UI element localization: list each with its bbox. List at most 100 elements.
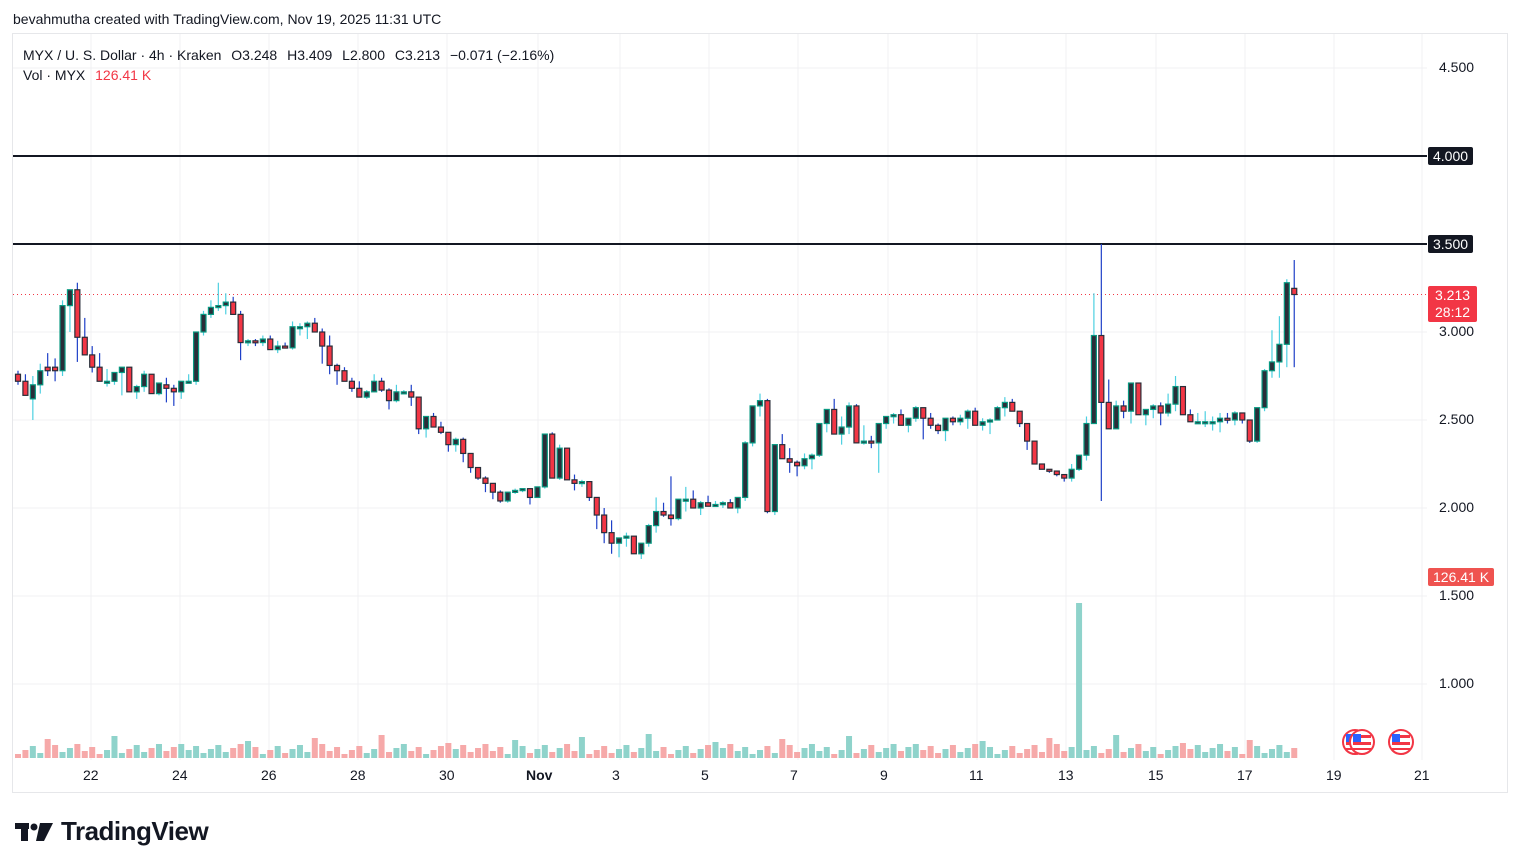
candle-body[interactable] xyxy=(482,477,489,484)
candle-body[interactable] xyxy=(237,313,244,344)
candle-body[interactable] xyxy=(831,408,838,435)
candle-body[interactable] xyxy=(682,498,689,502)
candle-body[interactable] xyxy=(244,340,252,344)
candle-body[interactable] xyxy=(452,438,459,446)
candle-body[interactable] xyxy=(897,414,905,426)
candle-body[interactable] xyxy=(1001,401,1008,409)
candle-body[interactable] xyxy=(816,422,823,456)
candle-body[interactable] xyxy=(111,371,118,382)
candle-body[interactable] xyxy=(526,488,534,499)
candle-body[interactable] xyxy=(883,415,890,425)
candle-body[interactable] xyxy=(512,489,519,493)
candle-body[interactable] xyxy=(764,400,771,513)
candle-body[interactable] xyxy=(1120,405,1127,412)
candle-body[interactable] xyxy=(1075,454,1083,470)
candle-body[interactable] xyxy=(356,387,363,398)
candlestick-chart[interactable] xyxy=(0,0,1521,800)
candle-body[interactable] xyxy=(44,366,51,372)
candle-body[interactable] xyxy=(771,444,778,513)
candle-body[interactable] xyxy=(593,496,600,516)
candle-body[interactable] xyxy=(690,498,697,509)
candle-body[interactable] xyxy=(59,305,66,372)
candle-body[interactable] xyxy=(192,331,200,382)
candle-body[interactable] xyxy=(326,345,333,367)
candle-body[interactable] xyxy=(74,289,81,338)
candle-body[interactable] xyxy=(333,364,341,372)
candle-body[interactable] xyxy=(474,466,482,479)
candle-body[interactable] xyxy=(927,417,934,426)
candle-body[interactable] xyxy=(497,491,504,502)
candle-body[interactable] xyxy=(1172,385,1179,405)
tradingview-logo[interactable]: TradingView xyxy=(15,816,209,847)
candle-body[interactable] xyxy=(793,461,801,467)
candle-body[interactable] xyxy=(1291,287,1298,296)
candle-body[interactable] xyxy=(378,380,385,391)
candle-body[interactable] xyxy=(742,442,749,499)
candle-body[interactable] xyxy=(934,424,942,432)
candle-body[interactable] xyxy=(860,440,867,444)
candle-body[interactable] xyxy=(222,301,229,307)
candle-body[interactable] xyxy=(445,431,452,446)
candle-body[interactable] xyxy=(1098,334,1105,403)
candle-body[interactable] xyxy=(200,313,207,333)
candle-body[interactable] xyxy=(697,502,704,509)
candle-body[interactable] xyxy=(719,502,727,506)
candle-body[interactable] xyxy=(986,419,994,423)
candle-body[interactable] xyxy=(920,407,927,419)
candle-body[interactable] xyxy=(289,326,296,349)
candle-body[interactable] xyxy=(259,338,266,344)
candle-body[interactable] xyxy=(823,408,830,425)
candle-body[interactable] xyxy=(1068,468,1075,479)
candle-body[interactable] xyxy=(504,491,511,502)
candle-body[interactable] xyxy=(734,496,741,509)
candle-body[interactable] xyxy=(534,486,541,499)
candle-body[interactable] xyxy=(942,417,949,432)
candle-body[interactable] xyxy=(957,417,964,423)
candle-body[interactable] xyxy=(311,322,318,333)
candle-body[interactable] xyxy=(1224,417,1231,421)
candle-body[interactable] xyxy=(1164,403,1172,414)
candle-body[interactable] xyxy=(423,415,430,430)
candle-body[interactable] xyxy=(252,340,259,344)
candle-body[interactable] xyxy=(1187,414,1194,423)
candle-body[interactable] xyxy=(230,301,237,315)
candle-body[interactable] xyxy=(749,405,756,444)
candle-body[interactable] xyxy=(675,498,682,520)
candle-body[interactable] xyxy=(1202,421,1209,425)
candle-body[interactable] xyxy=(296,326,304,330)
candle-body[interactable] xyxy=(1254,407,1261,442)
candle-body[interactable] xyxy=(1231,412,1238,421)
symbol-title[interactable]: MYX / U. S. Dollar · 4h · Kraken xyxy=(23,47,222,63)
candle-body[interactable] xyxy=(1179,385,1187,416)
candle-body[interactable] xyxy=(653,510,660,527)
candle-body[interactable] xyxy=(1016,410,1023,425)
candle-body[interactable] xyxy=(96,366,103,382)
candle-body[interactable] xyxy=(541,433,548,488)
candle-body[interactable] xyxy=(1283,282,1290,345)
candle-body[interactable] xyxy=(319,331,326,347)
candle-body[interactable] xyxy=(868,440,875,444)
candle-body[interactable] xyxy=(1276,343,1283,363)
candle-body[interactable] xyxy=(489,482,496,493)
candle-body[interactable] xyxy=(371,380,378,393)
candle-body[interactable] xyxy=(1268,361,1276,372)
candle-body[interactable] xyxy=(185,380,192,384)
candle-body[interactable] xyxy=(1105,401,1112,430)
candle-body[interactable] xyxy=(890,414,897,418)
candle-body[interactable] xyxy=(623,535,630,539)
candle-body[interactable] xyxy=(1038,463,1046,470)
candle-body[interactable] xyxy=(756,400,764,407)
candle-body[interactable] xyxy=(1061,473,1068,479)
candle-body[interactable] xyxy=(37,370,44,386)
candle-body[interactable] xyxy=(282,345,289,349)
candle-body[interactable] xyxy=(704,502,712,507)
candle-body[interactable] xyxy=(645,524,652,544)
candle-body[interactable] xyxy=(29,384,36,400)
candle-body[interactable] xyxy=(727,502,734,509)
candle-body[interactable] xyxy=(133,385,140,393)
candle-body[interactable] xyxy=(571,479,578,484)
candle-body[interactable] xyxy=(667,514,675,520)
candle-body[interactable] xyxy=(207,306,215,315)
candle-body[interactable] xyxy=(801,458,808,467)
candle-body[interactable] xyxy=(22,380,29,396)
